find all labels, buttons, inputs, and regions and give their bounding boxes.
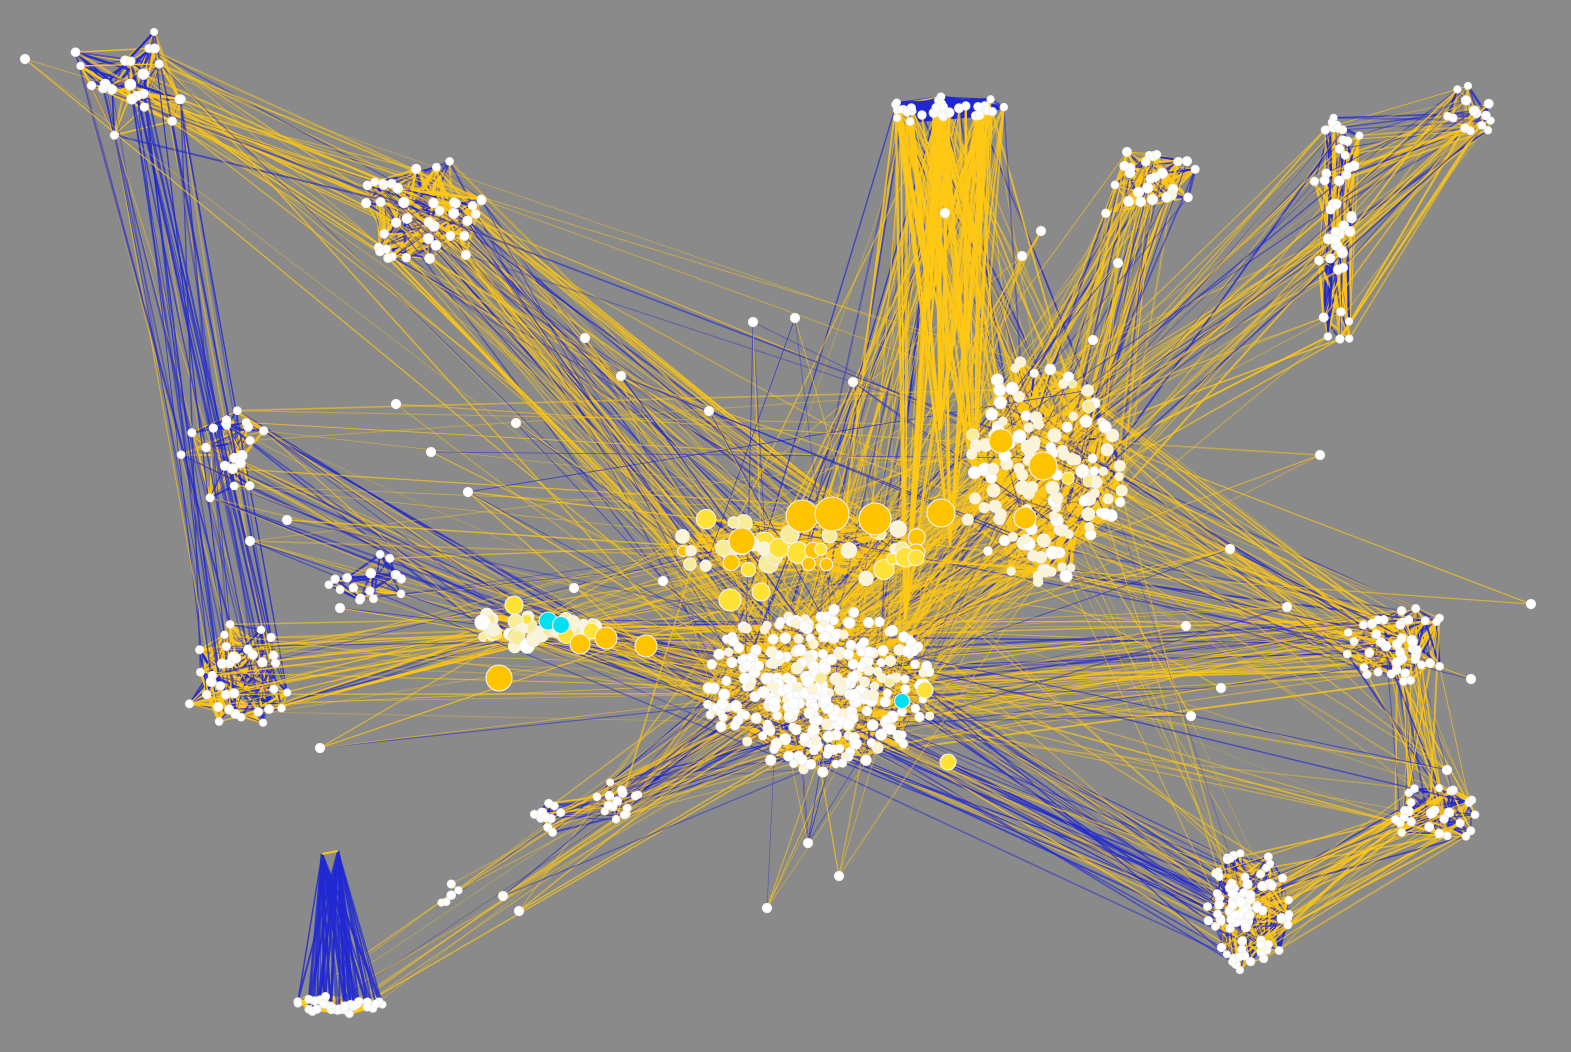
graph-edge [1330,122,1337,240]
graph-edge [80,63,160,67]
graph-edge [1105,165,1126,214]
graph-edge [1404,809,1467,837]
graph-edge [334,578,362,600]
graph-edge [391,182,482,201]
graph-edge [124,59,182,101]
graph-edge [74,51,132,86]
graph-edge [1450,790,1472,832]
graph-edge [209,465,226,499]
graph-edge [199,645,227,673]
graph-edge [346,553,381,579]
graph-edge [261,662,264,723]
graph-edge [429,235,465,259]
graph-edge [1348,165,1355,322]
graph-edge [148,48,182,100]
graph-edge [384,232,451,237]
graph-edge [80,65,115,136]
graph-edge [435,166,452,237]
graph-edge [225,425,243,456]
graph-edge [213,427,264,432]
graph-edge [234,629,262,715]
graph-edge [111,89,116,136]
graph-edge [405,235,451,259]
